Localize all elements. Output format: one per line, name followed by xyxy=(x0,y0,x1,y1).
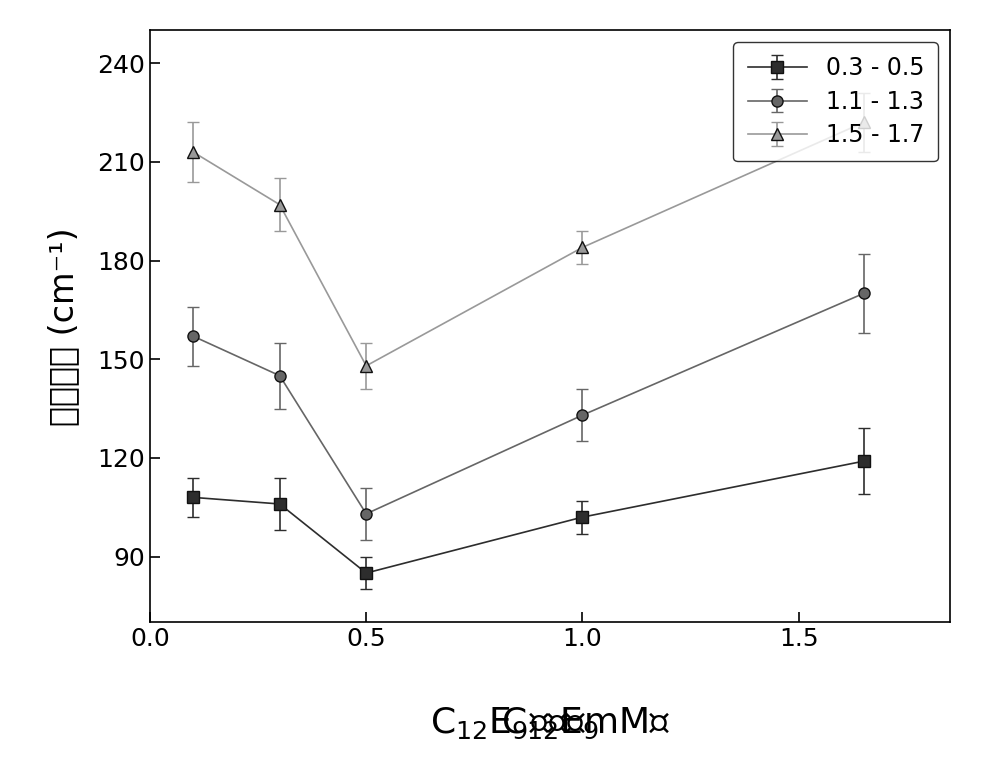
Legend: 0.3 - 0.5, 1.1 - 1.3, 1.5 - 1.7: 0.3 - 0.5, 1.1 - 1.3, 1.5 - 1.7 xyxy=(733,43,938,162)
Text: $\mathregular{C_{12}E_{9}}$: $\mathregular{C_{12}E_{9}}$ xyxy=(501,705,599,741)
Text: $\mathregular{C_{12}E_{9}}$浓度（mM）: $\mathregular{C_{12}E_{9}}$浓度（mM） xyxy=(430,705,670,741)
Y-axis label: 吸收系数 (cm⁻¹): 吸收系数 (cm⁻¹) xyxy=(48,227,81,426)
